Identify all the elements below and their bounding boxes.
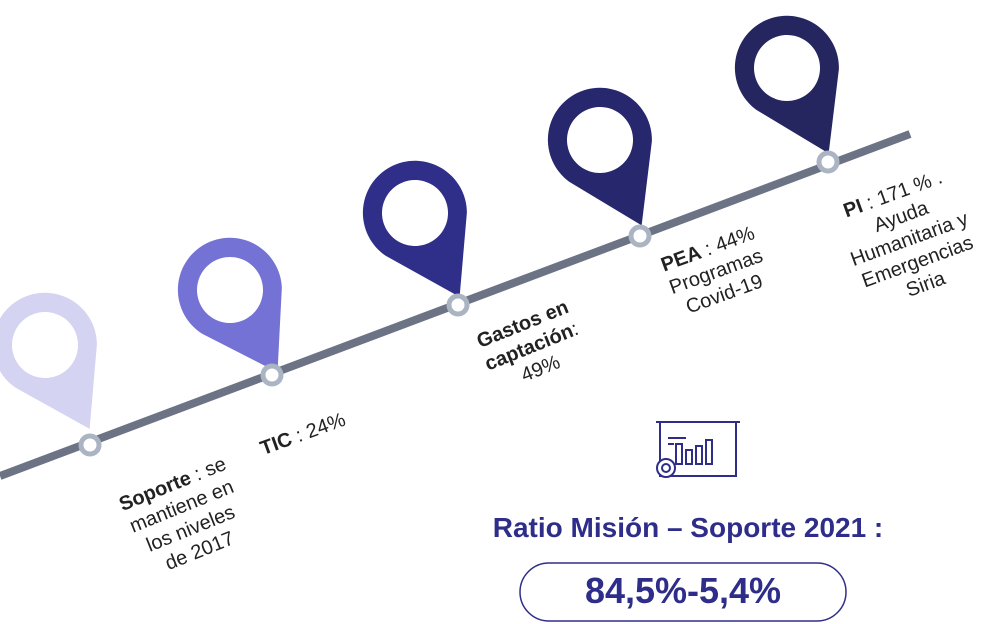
- pin: [547, 87, 652, 226]
- ratio-title: Ratio Misión – Soporte 2021 :: [493, 512, 884, 543]
- timeline-dot: [446, 293, 470, 317]
- milestone-label: TIC : 24%: [257, 409, 348, 460]
- pin: [734, 15, 839, 154]
- timeline-dot: [78, 433, 102, 457]
- timeline-dot: [816, 150, 840, 174]
- timeline-dot: [260, 363, 284, 387]
- label-text: : 24%: [288, 409, 349, 449]
- pins: [0, 15, 839, 429]
- label-line: TIC : 24%: [257, 409, 348, 460]
- ratio-value: 84,5%-5,4%: [585, 570, 781, 611]
- timeline-dots: [78, 150, 840, 457]
- pin: [362, 160, 467, 297]
- pin: [0, 292, 97, 429]
- dashboard-icon: [656, 421, 740, 478]
- timeline-dot: [628, 224, 652, 248]
- ratio-box: [519, 562, 847, 622]
- pin: [177, 237, 282, 373]
